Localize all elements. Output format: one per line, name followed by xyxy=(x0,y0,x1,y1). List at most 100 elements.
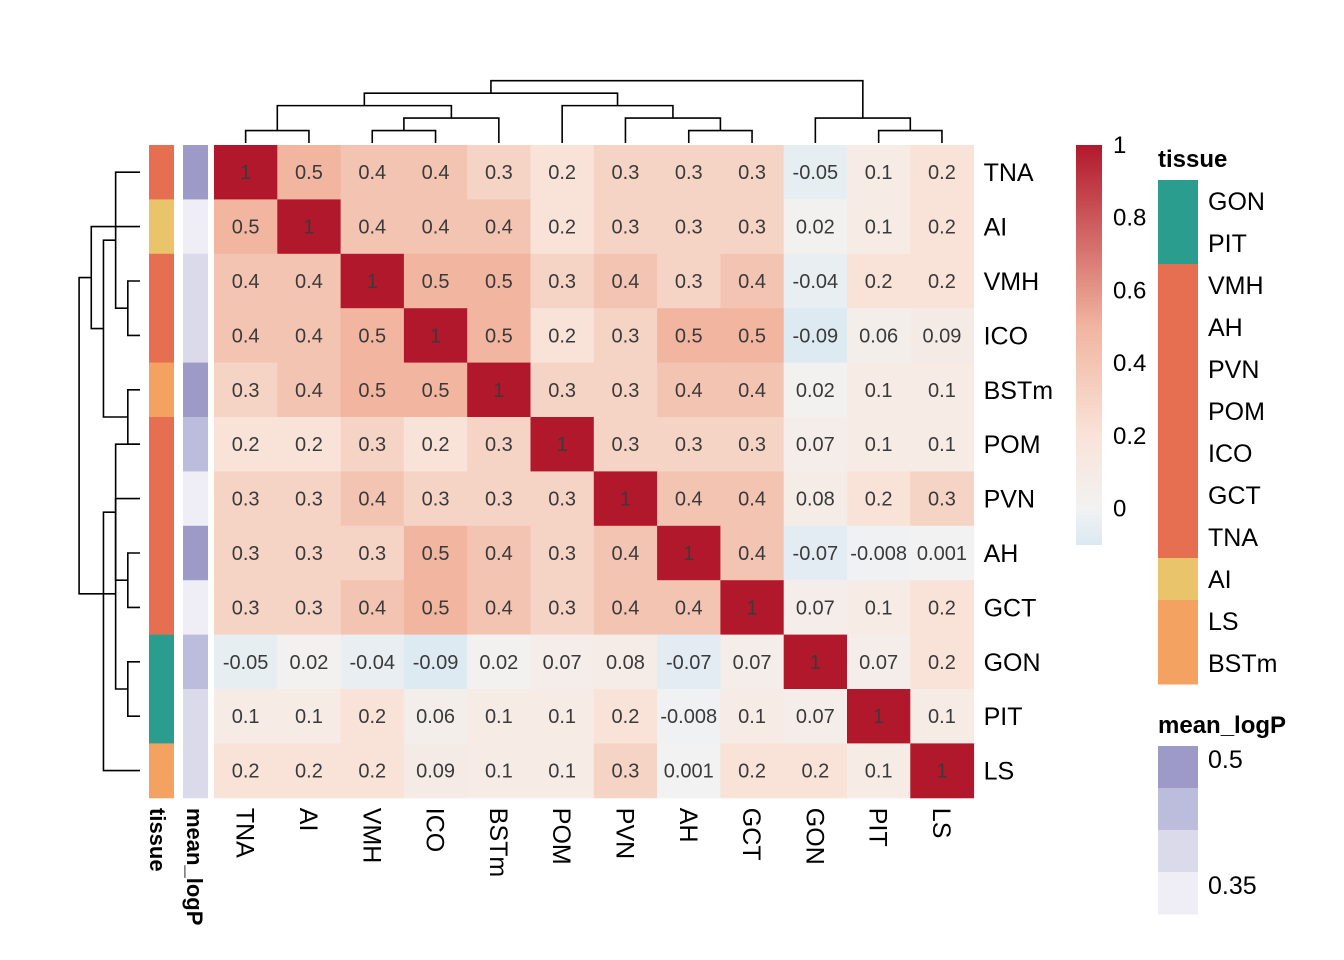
heatmap-cell xyxy=(214,308,278,364)
mean-logp-legend-title: mean_logP xyxy=(1158,712,1286,739)
dendrogram-link xyxy=(403,117,500,143)
heatmap-cell xyxy=(783,145,848,200)
heatmap-cell xyxy=(593,362,658,418)
heatmap-cell xyxy=(910,471,975,527)
heatmap-cell xyxy=(593,308,658,364)
dendrogram-link xyxy=(877,129,943,143)
cell-value-label: 0.5 xyxy=(485,271,513,293)
cell-value-label: -0.05 xyxy=(223,652,269,674)
heatmap-cell xyxy=(214,689,278,744)
cell-value-label: 0.5 xyxy=(675,325,703,347)
heatmap-cell xyxy=(910,689,975,744)
heatmap-cell xyxy=(403,634,468,690)
tissue-legend-label: POM xyxy=(1208,398,1265,426)
cell-value-label: 0.2 xyxy=(801,761,829,783)
tissue-legend-swatch xyxy=(1158,474,1198,517)
mean-logp-annotation-cell xyxy=(183,743,208,799)
row-label: LS xyxy=(984,758,1015,786)
dendrogram-link xyxy=(78,276,116,595)
cell-value-label: 0.3 xyxy=(928,489,956,511)
column-label: POM xyxy=(547,808,575,865)
cell-value-label: 0.1 xyxy=(865,217,893,239)
dendrogram-link xyxy=(624,117,722,143)
cell-value-label: -0.09 xyxy=(413,652,459,674)
heatmap-cell xyxy=(910,417,975,472)
heatmap-cell xyxy=(340,362,405,418)
cell-value-label: 0.4 xyxy=(612,271,640,293)
heatmap-cell xyxy=(340,417,405,472)
cell-value-label: 0.02 xyxy=(479,652,518,674)
heatmap-cell xyxy=(783,743,848,799)
cell-value-label: 0.07 xyxy=(859,652,898,674)
mean-logp-annotation-cell xyxy=(183,199,208,255)
cell-value-label: 1 xyxy=(683,543,694,565)
heatmap-cell xyxy=(530,199,595,255)
tissue-annotation-cell xyxy=(149,471,174,527)
cell-value-label: 0.3 xyxy=(548,489,576,511)
heatmap-cell xyxy=(783,362,848,418)
row-dendrogram xyxy=(78,171,140,772)
mean-logp-annotation-cell xyxy=(183,525,208,581)
heatmap-cell xyxy=(720,743,785,799)
cell-value-label: 0.1 xyxy=(485,706,513,728)
heatmap-cell xyxy=(530,253,595,309)
tissue-annotation-cell xyxy=(149,689,174,744)
mean-logp-legend-swatch xyxy=(1158,746,1198,789)
heatmap-cell xyxy=(277,525,342,581)
heatmap-cell xyxy=(530,308,595,364)
heatmap-cell xyxy=(277,362,342,418)
row-label: POM xyxy=(984,431,1041,459)
row-label: GON xyxy=(984,649,1041,677)
cell-value-label: 0.3 xyxy=(422,489,450,511)
heatmap-cell xyxy=(720,525,785,581)
heatmap-cell xyxy=(277,199,342,255)
cell-value-label: 1 xyxy=(620,489,631,511)
tissue-legend-label: GCT xyxy=(1208,482,1261,510)
row-label: PIT xyxy=(984,703,1023,731)
heatmap-cells: 1 0.5 0.4 0.4 0.3 0.2 0.3 0.3 0.3 -0.05 0.1 0.2 0.5 1… xyxy=(214,145,975,799)
cell-value-label: 0.08 xyxy=(796,489,835,511)
cell-value-label: 0.3 xyxy=(612,162,640,184)
column-label: ICO xyxy=(421,808,449,852)
tissue-legend-swatch xyxy=(1158,306,1198,349)
mean-logp-annotation-cell xyxy=(183,253,208,309)
cell-value-label: 0.07 xyxy=(796,597,835,619)
heatmap-cell xyxy=(910,253,975,309)
cell-value-label: -0.05 xyxy=(793,162,839,184)
heatmap-cell xyxy=(720,199,785,255)
tissue-legend-label: AH xyxy=(1208,314,1243,342)
heatmap-cell xyxy=(467,634,531,690)
cell-value-label: 0.1 xyxy=(928,380,956,402)
heatmap-cell xyxy=(277,634,342,690)
heatmap-cell xyxy=(403,362,468,418)
heatmap-cell xyxy=(910,362,975,418)
heatmap-cell xyxy=(657,743,721,799)
heatmap-cell xyxy=(847,471,911,527)
heatmap-cell xyxy=(910,743,975,799)
tissue-annotation-cell xyxy=(149,634,174,690)
column-label: LS xyxy=(927,808,955,839)
heatmap-cell xyxy=(340,145,405,200)
heatmap-cell xyxy=(910,525,975,581)
heatmap-cell xyxy=(593,253,658,309)
heatmap-cell xyxy=(214,253,278,309)
heatmap-cell xyxy=(214,471,278,527)
tissue-legend-label: BSTm xyxy=(1208,650,1277,678)
cell-value-label: 0.4 xyxy=(358,597,386,619)
heatmap-cell xyxy=(340,689,405,744)
cell-value-label: 0.2 xyxy=(358,706,386,728)
cell-value-label: -0.008 xyxy=(850,543,907,565)
cell-value-label: 0.4 xyxy=(358,489,386,511)
heatmap-cell xyxy=(340,580,405,636)
heatmap-cell xyxy=(720,362,785,418)
heatmap-cell xyxy=(214,362,278,418)
tissue-annotation-cell xyxy=(149,253,174,309)
cell-value-label: 0.5 xyxy=(422,597,450,619)
cell-value-label: 0.4 xyxy=(738,543,766,565)
heatmap-cell xyxy=(530,689,595,744)
heatmap-cell xyxy=(340,471,405,527)
column-labels: TNA AI VMH ICO BSTm POM PVN AH GCT GON PIT LS xyxy=(231,808,955,877)
heatmap-cell xyxy=(277,689,342,744)
heatmap-cell xyxy=(593,525,658,581)
cell-value-label: 0.3 xyxy=(358,543,386,565)
